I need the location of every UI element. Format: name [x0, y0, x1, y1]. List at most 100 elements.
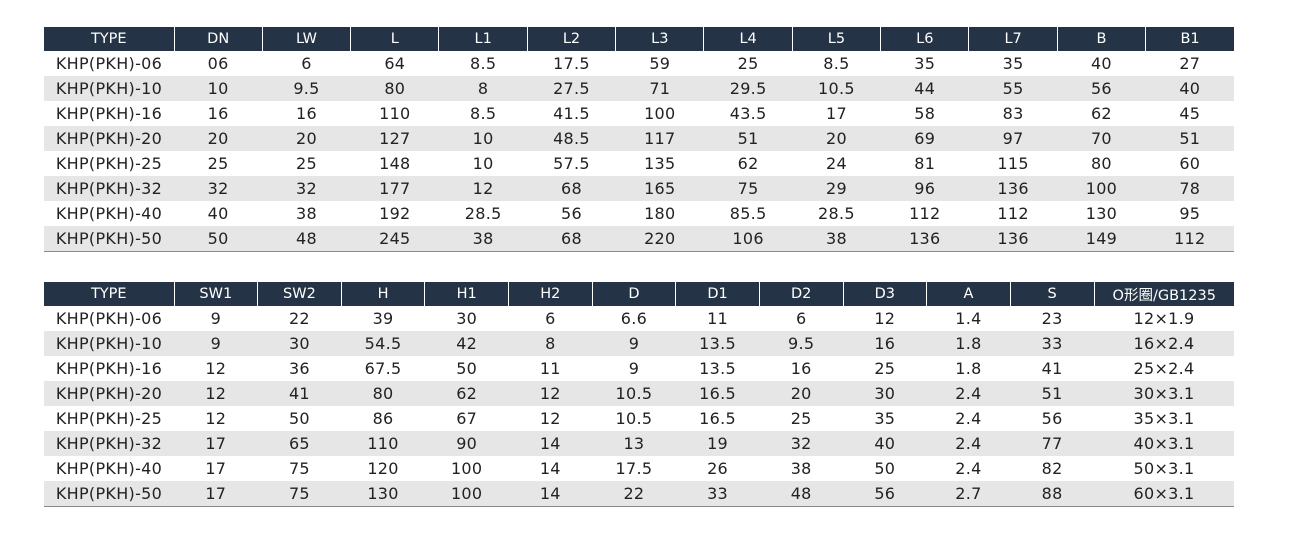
value-cell: 65 [257, 431, 342, 456]
column-header: D [591, 282, 676, 306]
value-cell: 106 [703, 226, 793, 252]
value-cell: 41.5 [553, 104, 590, 123]
value-cell: 130 [341, 481, 425, 507]
value-cell: 17.5 [553, 54, 590, 73]
value-cell: 8.5 [469, 54, 497, 73]
value-cell: 9 [174, 331, 258, 356]
value-cell: 32 [174, 176, 263, 201]
value-cell: 28.5 [818, 204, 855, 223]
value-cell: 180 [644, 204, 676, 223]
value-cell: 9.5 [759, 331, 843, 356]
value-cell: 96 [880, 176, 969, 201]
value-cell: 192 [379, 204, 411, 223]
value-cell: 149 [1057, 226, 1146, 252]
value-cell: 12 [174, 381, 258, 406]
column-header: D3 [842, 282, 927, 306]
table-row: KHP(PKH)-40 40 38 192 28.5 56 180 85.5 28.5 112 11… [44, 201, 1234, 226]
value-cell: 11 [707, 309, 729, 328]
value-cell: 16 [296, 104, 317, 123]
value-cell: 220 [615, 226, 704, 252]
column-header: TYPE [44, 282, 174, 306]
value-cell: 55 [968, 76, 1058, 101]
value-cell: 51 [703, 126, 793, 151]
value-cell: 14 [508, 431, 593, 456]
value-cell: 16 [207, 104, 229, 123]
value-cell: 17.5 [615, 459, 653, 478]
value-cell: 12 [874, 309, 896, 328]
value-cell: 17 [174, 431, 258, 456]
value-cell: 38 [438, 226, 528, 252]
value-cell: 50 [874, 459, 896, 478]
value-cell: 6.6 [620, 309, 648, 328]
value-cell: 10 [472, 154, 494, 173]
value-cell: 62 [737, 154, 759, 173]
value-cell: 25 [874, 359, 896, 378]
value-cell: 12 [205, 409, 227, 428]
value-cell: 80 [341, 381, 425, 406]
column-header: H1 [424, 282, 509, 306]
value-cell: 13.5 [699, 359, 736, 378]
value-cell: 51 [1010, 381, 1094, 406]
value-cell: 16.5 [699, 409, 736, 428]
value-cell: 112 [1145, 226, 1234, 252]
value-cell: 56 [1057, 76, 1146, 101]
value-cell: 100 [450, 459, 483, 478]
value-cell: 67.5 [364, 359, 402, 378]
column-header: L [350, 27, 439, 51]
value-cell: 30 [843, 381, 927, 406]
column-header: B [1056, 27, 1146, 51]
value-cell: 100 [424, 481, 509, 507]
table-row: KHP(PKH)-25 12 50 86 67 12 10.5 16.5 25 35 2.4 56 35… [44, 406, 1234, 431]
value-cell: 13 [592, 431, 676, 456]
value-cell: 69 [880, 126, 969, 151]
value-cell: 100 [644, 104, 676, 123]
column-header: SW2 [257, 282, 342, 306]
value-cell: 14 [508, 481, 593, 507]
table-row: KHP(PKH)-10 9 30 54.5 42 8 9 13.5 9.5 16 1.8 33 16×2… [44, 331, 1234, 356]
value-cell: 33 [1010, 331, 1094, 356]
table-row: KHP(PKH)-16 12 36 67.5 50 11 9 13.5 16 25 1.8 41 25×… [44, 356, 1234, 381]
value-cell: 60×3.1 [1094, 481, 1234, 507]
column-header: S [1009, 282, 1094, 306]
value-cell: 50 [174, 226, 263, 252]
value-cell: 43.5 [729, 104, 767, 123]
value-cell: 62 [424, 381, 509, 406]
table-row: KHP(PKH)-16 16 16 110 8.5 41.5 100 43.5 17 58 83 62… [44, 101, 1234, 126]
table-row: KHP(PKH)-25 25 25 148 10 57.5 135 62 24 81 115 80 60 [44, 151, 1234, 176]
value-cell: 112 [909, 204, 941, 223]
value-cell: 136 [968, 176, 1058, 201]
value-cell: 40 [207, 204, 229, 223]
value-cell: 22 [592, 481, 676, 507]
value-cell: 22 [288, 309, 310, 328]
value-cell: 16 [843, 331, 927, 356]
column-header: H [340, 282, 425, 306]
value-cell: 25 [790, 409, 812, 428]
value-cell: 75 [703, 176, 793, 201]
value-cell: 17 [825, 104, 847, 123]
header-row: TYPE SW1 SW2 H H1 H2 D D1 D2 D3 A S O形圈/GB1235 [44, 282, 1234, 306]
value-cell: 13.5 [675, 331, 760, 356]
value-cell: 12 [205, 359, 227, 378]
type-cell: KHP(PKH)-40 [55, 204, 163, 223]
value-cell: 148 [379, 154, 411, 173]
column-header: DN [173, 27, 263, 51]
value-cell: 86 [372, 409, 394, 428]
value-cell: 8.5 [823, 54, 850, 73]
type-cell: KHP(PKH)-32 [44, 176, 174, 201]
table-row: KHP(PKH)-32 17 65 110 90 14 13 19 32 40 2.4 77 40×3.… [44, 431, 1234, 456]
value-cell: 120 [367, 459, 399, 478]
column-header: O形圈/GB1235 [1093, 282, 1234, 306]
type-cell: KHP(PKH)-20 [44, 381, 174, 406]
value-cell: 38 [790, 459, 812, 478]
value-cell: 17 [174, 481, 258, 507]
value-cell: 50 [456, 359, 478, 378]
value-cell: 2.4 [955, 409, 982, 428]
dimension-table-2: TYPE SW1 SW2 H H1 H2 D D1 D2 D3 A S O形圈/GB1235 KHP(P… [44, 282, 1234, 507]
value-cell: 10 [438, 126, 528, 151]
type-cell: KHP(PKH)-20 [44, 126, 174, 151]
value-cell: 9 [592, 331, 676, 356]
value-cell: 33 [675, 481, 760, 507]
value-cell: 29.5 [703, 76, 793, 101]
value-cell: 2.7 [926, 481, 1011, 507]
type-cell: KHP(PKH)-25 [55, 154, 163, 173]
